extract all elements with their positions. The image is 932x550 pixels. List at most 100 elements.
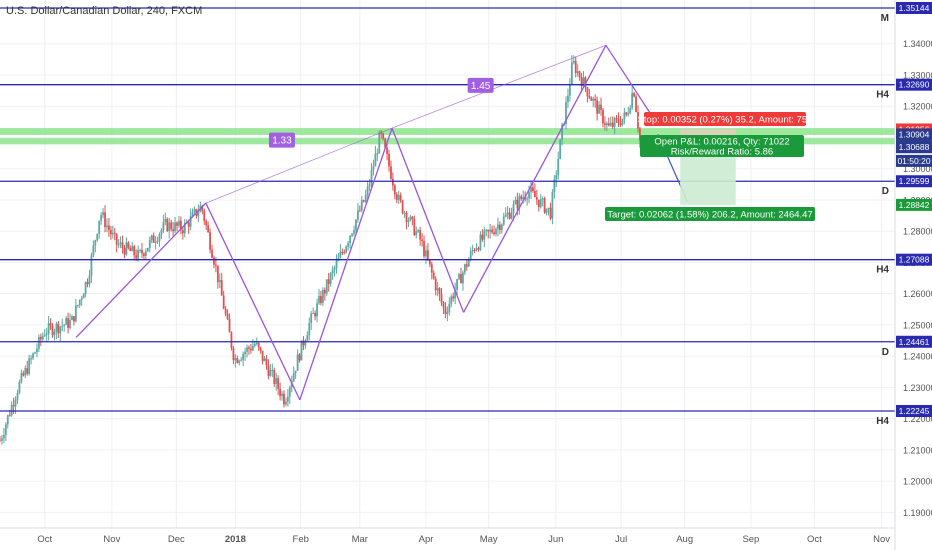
candle-body-183 — [355, 219, 357, 231]
candle-body-159 — [308, 322, 311, 336]
candle-body-197 — [382, 133, 385, 139]
candle-body-179 — [347, 242, 350, 247]
level-price-box-0 — [896, 1, 932, 14]
candle-body-138 — [267, 365, 270, 376]
pattern-label-box-0 — [268, 132, 295, 148]
candle-body-214 — [415, 231, 418, 236]
candle-body-229 — [444, 307, 447, 315]
candle-body-228 — [442, 302, 445, 308]
candle-body-248 — [481, 234, 484, 240]
candle-body-116 — [224, 308, 227, 314]
candle-body-201 — [390, 166, 392, 179]
candle-body-4 — [6, 415, 9, 425]
candle-body-257 — [498, 224, 501, 230]
candle-body-173 — [335, 260, 338, 268]
candle-body-146 — [283, 393, 285, 405]
candle-body-264 — [512, 204, 515, 214]
candle-body-205 — [397, 195, 400, 200]
candle-body-265 — [514, 199, 517, 205]
level-price-label-1: 1.32690 — [899, 80, 930, 90]
candle-body-260 — [504, 214, 507, 217]
pattern-leg-3 — [391, 127, 465, 313]
candle-body-223 — [432, 272, 435, 279]
green-zone-0 — [0, 128, 895, 135]
candle-body-175 — [339, 251, 342, 258]
candle-body-225 — [436, 288, 439, 291]
candle-body-112 — [216, 265, 219, 283]
price-axis[interactable]: 1.19000 1.20000 1.21000 1.22000 1.23000 1.240… — [894, 0, 932, 550]
candle-body-152 — [294, 370, 297, 374]
price-tick-5: 1.24000 — [903, 352, 932, 362]
candle-body-26 — [49, 323, 52, 326]
candle-body-163 — [316, 303, 318, 317]
candle-body-164 — [318, 296, 320, 304]
candle-body-143 — [277, 378, 280, 389]
level-tag-1: H4 — [876, 90, 889, 101]
level-price-box-3 — [896, 253, 932, 266]
candle-body-267 — [518, 196, 521, 209]
candle-body-87 — [168, 222, 171, 232]
candle-body-227 — [440, 294, 443, 303]
candle-body-60 — [115, 233, 118, 245]
candle-body-327 — [635, 96, 637, 112]
candle-body-58 — [111, 232, 114, 235]
candle-body-37 — [71, 316, 73, 321]
candle-body-62 — [119, 242, 122, 245]
candle-body-99 — [191, 211, 194, 216]
support-resistance-zones — [0, 128, 895, 145]
candle-body-165 — [320, 296, 322, 303]
candle-body-50 — [96, 233, 99, 241]
harmonic-pattern: 1.33 1.45 — [75, 44, 688, 401]
candle-body-162 — [314, 313, 316, 317]
candle-body-86 — [166, 218, 169, 232]
candle-body-219 — [425, 250, 427, 257]
time-tick-2: Dec — [168, 534, 185, 545]
candle-body-292 — [567, 95, 569, 103]
candle-body-34 — [65, 318, 68, 325]
time-axis[interactable]: Oct Nov Dec 2018 Feb Mar Apr May Jun Jul Aug Sep Oct… — [0, 527, 895, 545]
candle-body-64 — [123, 247, 126, 255]
candle-body-161 — [312, 313, 315, 315]
candle-body-158 — [306, 335, 309, 341]
candle-body-305 — [592, 98, 595, 101]
candle-body-262 — [508, 212, 511, 219]
level-price-box-5 — [896, 404, 932, 417]
candle-body-249 — [483, 230, 486, 240]
candle-body-215 — [417, 230, 420, 232]
candle-body-224 — [434, 278, 437, 291]
candle-body-285 — [553, 179, 556, 192]
candle-body-46 — [88, 275, 91, 285]
time-tick-11: Sep — [742, 534, 759, 545]
candle-body-15 — [28, 358, 31, 374]
price-box-4 — [896, 154, 932, 167]
candle-body-231 — [448, 303, 451, 313]
candle-body-54 — [104, 212, 106, 228]
candle-body-74 — [143, 253, 145, 256]
candle-body-185 — [358, 210, 361, 212]
stop-zone — [680, 129, 736, 141]
short-position-tool[interactable]: Stop: 0.00352 (0.27%) 35.2, Amount: 750 O… — [605, 112, 815, 221]
candle-body-20 — [38, 337, 40, 349]
candle-body-145 — [281, 393, 283, 396]
candle-body-266 — [516, 199, 519, 209]
level-price-label-3: 1.27088 — [899, 255, 930, 265]
candle-body-5 — [8, 415, 11, 417]
candle-body-18 — [34, 352, 36, 354]
price-box-1 — [896, 128, 932, 141]
candle-body-32 — [61, 325, 64, 327]
candle-body-136 — [263, 358, 266, 362]
candle-body-130 — [251, 345, 254, 351]
candle-body-324 — [629, 107, 632, 114]
candle-body-274 — [532, 187, 534, 192]
price-label-5: 1.28842 — [899, 200, 930, 210]
candle-body-207 — [401, 200, 404, 214]
candle-body-10 — [18, 381, 21, 393]
candle-body-184 — [356, 210, 359, 220]
candle-body-241 — [467, 259, 470, 267]
candle-body-83 — [160, 229, 163, 235]
candle-body-238 — [462, 272, 464, 284]
price-tick-7: 1.26000 — [903, 289, 932, 299]
candle-body-100 — [193, 209, 196, 212]
candle-body-91 — [176, 222, 178, 226]
